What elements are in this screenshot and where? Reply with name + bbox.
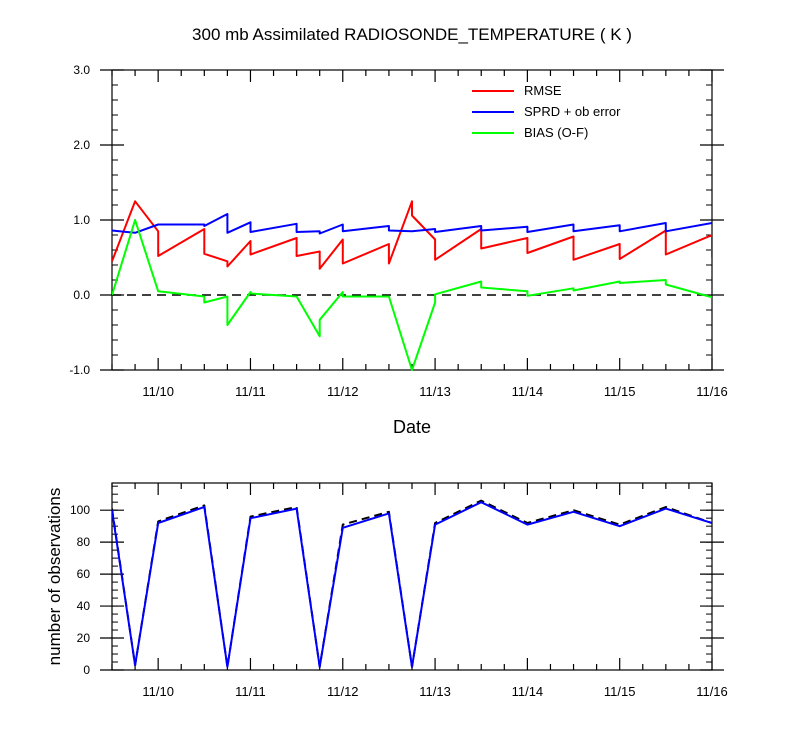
x-tick-label: 11/11 (235, 684, 266, 699)
chart-title: 300 mb Assimilated RADIOSONDE_TEMPERATUR… (192, 25, 632, 44)
series-line-rmse (112, 200, 712, 270)
x-tick-label: 11/15 (604, 384, 636, 399)
series-line-observations-assimilated (112, 501, 712, 668)
x-axis-label: Date (393, 417, 431, 437)
y-tick-label: 2.0 (73, 138, 90, 152)
y-tick-label: 80 (77, 535, 91, 549)
x-tick-label: 11/16 (696, 384, 728, 399)
x-tick-label: 11/10 (142, 684, 174, 699)
x-tick-label: 11/13 (419, 684, 451, 699)
y-tick-label: 60 (77, 567, 91, 581)
x-tick-label: 11/10 (142, 384, 174, 399)
top-chart: 11/10 11/11 11/12 11/13 11/14 11/15 11/16 -1.0 0… (69, 63, 727, 437)
legend-label: BIAS (O-F) (524, 125, 588, 140)
x-tick-label: 11/12 (327, 384, 359, 399)
y-tick-label: 0.0 (73, 288, 90, 302)
legend-label: RMSE (524, 83, 562, 98)
y-tick-label: 20 (77, 631, 91, 645)
x-tick-label: 11/12 (327, 684, 359, 699)
y-tick-label: 3.0 (73, 63, 90, 77)
legend-label: SPRD + ob error (524, 104, 621, 119)
plot-frame (111, 69, 713, 371)
x-tick-label: 11/14 (512, 684, 544, 699)
y-tick-label: 0 (83, 663, 90, 677)
y-tick-label: 100 (70, 503, 90, 517)
x-tick-label: 11/11 (235, 384, 266, 399)
y-axis-label: number of observations (45, 488, 64, 666)
y-tick-label: -1.0 (69, 363, 90, 377)
y-tick-label: 40 (77, 599, 91, 613)
x-tick-label: 11/15 (604, 684, 636, 699)
x-tick-label: 11/13 (419, 384, 451, 399)
plot-frame (111, 482, 713, 671)
series-line-sprd-ob-error (112, 213, 712, 235)
x-tick-label: 11/14 (512, 384, 544, 399)
y-tick-label: 1.0 (73, 213, 90, 227)
bottom-chart: 11/10 11/11 11/12 11/13 11/14 11/15 11/16 0 20 40… (45, 482, 728, 699)
series-line-observations-used (112, 499, 712, 668)
series-line-bias-o-f (112, 219, 712, 371)
x-tick-label: 11/16 (696, 684, 728, 699)
